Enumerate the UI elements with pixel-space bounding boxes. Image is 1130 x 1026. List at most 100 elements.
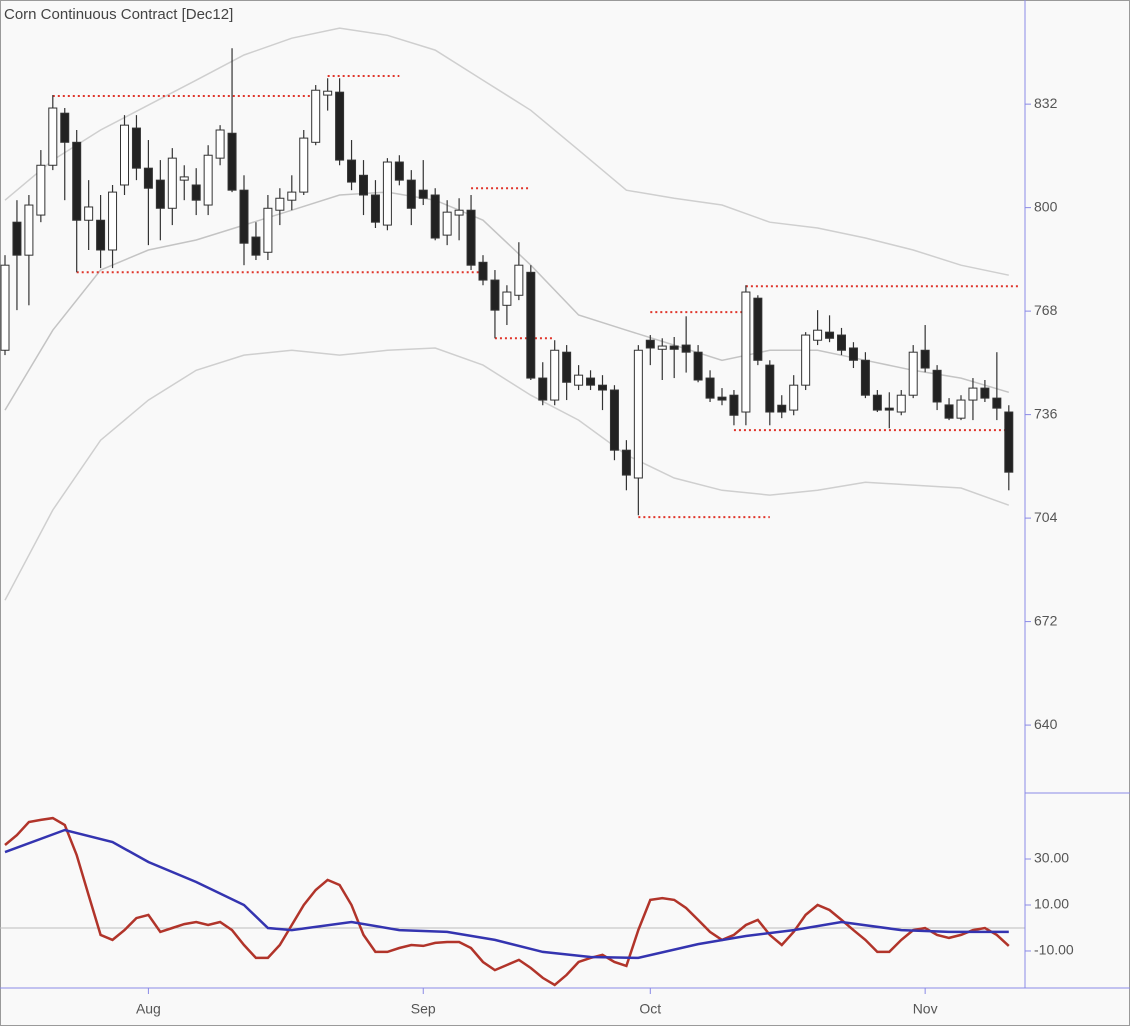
candle-body xyxy=(908,351,918,396)
candle-body xyxy=(992,397,1002,409)
oscillator-line xyxy=(4,828,1009,960)
plot-area xyxy=(0,27,1025,987)
candle-body xyxy=(120,124,129,186)
band-line xyxy=(4,27,1009,276)
candle-body xyxy=(645,339,655,349)
candle-body xyxy=(633,349,643,479)
x-tick-label: Oct xyxy=(639,1001,661,1017)
y-tick-label: 800 xyxy=(1034,198,1058,214)
candle-body xyxy=(394,161,404,181)
candle-body xyxy=(227,132,237,191)
candle-body xyxy=(717,396,727,401)
candle-body xyxy=(860,359,870,396)
candle-body xyxy=(609,389,619,451)
candle-body xyxy=(502,291,512,306)
candle-body xyxy=(131,127,141,169)
candle-body xyxy=(287,191,297,201)
candle-body xyxy=(514,264,524,296)
candle-body xyxy=(454,209,464,216)
candle-body xyxy=(669,345,679,350)
candle-body xyxy=(574,374,584,386)
candle-body xyxy=(311,89,321,143)
candle-body xyxy=(275,197,285,211)
candle-body xyxy=(693,351,703,381)
candle-body xyxy=(263,207,273,253)
candle-body xyxy=(24,204,34,256)
oscillator-line xyxy=(4,816,1010,987)
candle-body xyxy=(347,159,357,183)
candle-body xyxy=(155,179,165,209)
candle-body xyxy=(335,91,345,161)
candle-body xyxy=(12,221,22,256)
candle-body xyxy=(96,219,106,251)
candle-body xyxy=(729,394,739,416)
candle-body xyxy=(418,189,428,199)
candle-body xyxy=(896,394,906,413)
candle-body xyxy=(478,261,488,281)
candle-body xyxy=(825,331,835,339)
candle-body xyxy=(789,384,799,411)
candle-body xyxy=(251,236,261,256)
band-line xyxy=(4,191,1010,411)
candle-body xyxy=(108,191,118,251)
y-tick-label: 640 xyxy=(1034,716,1058,732)
y-tick-label: 736 xyxy=(1034,405,1058,421)
candle-body xyxy=(932,369,942,403)
candle-body xyxy=(36,164,46,216)
candle-body xyxy=(777,404,787,413)
band-line xyxy=(4,347,1010,601)
candle-body xyxy=(586,377,596,386)
candle-body xyxy=(359,174,368,196)
candle-body xyxy=(72,141,82,221)
candle-body xyxy=(813,329,823,341)
candle-body xyxy=(430,194,440,239)
y-tick-label: 30.00 xyxy=(1034,850,1069,866)
candle-body xyxy=(538,377,548,401)
candle-body xyxy=(370,194,380,223)
candle-body xyxy=(84,206,94,221)
candle-body xyxy=(705,377,715,399)
candle-body xyxy=(0,264,10,351)
candle-body xyxy=(179,176,189,181)
candle-body xyxy=(980,387,990,399)
candle-body xyxy=(681,344,691,353)
candle-body xyxy=(621,449,631,476)
candle-body xyxy=(598,384,607,391)
candle-body xyxy=(299,137,309,193)
candle-body xyxy=(406,179,416,209)
candle-body xyxy=(562,351,572,383)
candle-body xyxy=(382,161,392,226)
candle-body xyxy=(741,291,751,413)
candle-body xyxy=(48,107,58,166)
candle-body xyxy=(837,334,846,351)
candle-body xyxy=(239,189,249,244)
y-tick-label: 10.00 xyxy=(1034,896,1069,912)
candle-body xyxy=(801,334,811,386)
candle-body xyxy=(323,90,333,96)
candle-body xyxy=(442,211,452,236)
candle-body xyxy=(884,407,894,411)
candle-body xyxy=(550,349,560,401)
candle-body xyxy=(944,404,954,419)
chart-title: Corn Continuous Contract [Dec12] xyxy=(4,6,233,23)
candle-body xyxy=(490,279,500,311)
y-tick-label: 672 xyxy=(1034,612,1058,628)
candle-body xyxy=(920,349,930,369)
candle-body xyxy=(203,154,213,206)
y-tick-label: 704 xyxy=(1034,509,1058,525)
candle-body xyxy=(191,184,201,201)
y-tick-label: 768 xyxy=(1034,302,1058,318)
candle-body xyxy=(765,364,775,413)
candle-body xyxy=(526,271,536,379)
candle-body xyxy=(968,387,978,401)
candle-body xyxy=(1004,411,1014,473)
candle-body xyxy=(143,167,153,189)
y-tick-label: 832 xyxy=(1034,95,1058,111)
candle-body xyxy=(167,157,177,209)
candle-body xyxy=(215,129,225,159)
candle-body xyxy=(657,345,667,350)
candle-body xyxy=(466,209,476,266)
candle-body xyxy=(753,297,763,361)
